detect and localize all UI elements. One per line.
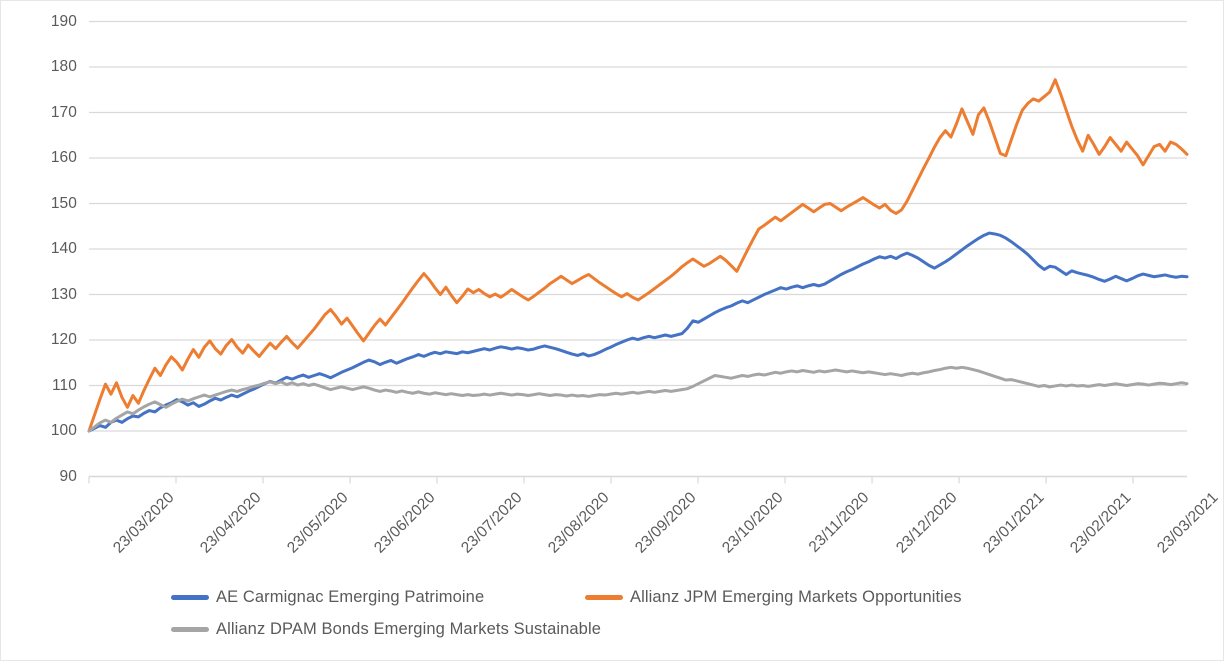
y-axis-tick-label: 190 bbox=[50, 12, 77, 30]
y-axis-tick-label: 170 bbox=[50, 103, 77, 121]
legend-label: AE Carmignac Emerging Patrimoine bbox=[216, 587, 485, 606]
legend-color-swatch bbox=[171, 626, 209, 632]
series-line-2 bbox=[87, 365, 1189, 433]
y-axis-tick-label: 150 bbox=[50, 194, 77, 212]
y-axis-tick-label: 130 bbox=[50, 285, 77, 303]
series-lines bbox=[87, 78, 1189, 433]
y-axis-tick-label: 160 bbox=[50, 149, 77, 166]
y-axis-tick-label: 120 bbox=[50, 331, 77, 348]
legend-label: Allianz DPAM Bonds Emerging Markets Sust… bbox=[216, 619, 601, 638]
legend-item-1[interactable]: Allianz JPM Emerging Markets Opportuniti… bbox=[571, 581, 1091, 613]
legend-label: Allianz JPM Emerging Markets Opportuniti… bbox=[630, 587, 962, 606]
y-axis-tick-label: 90 bbox=[59, 467, 77, 485]
y-axis-tick-label: 100 bbox=[50, 422, 77, 439]
legend-item-2[interactable]: Allianz DPAM Bonds Emerging Markets Sust… bbox=[89, 613, 1187, 645]
legend-color-swatch bbox=[171, 594, 209, 600]
y-axis-tick-label: 110 bbox=[51, 376, 77, 394]
x-axis-ticks bbox=[88, 476, 1134, 484]
chart-legend: AE Carmignac Emerging Patrimoine Allianz … bbox=[89, 581, 1187, 645]
gridlines bbox=[89, 20, 1187, 478]
series-line-0 bbox=[87, 231, 1189, 433]
legend-item-0[interactable]: AE Carmignac Emerging Patrimoine bbox=[89, 581, 571, 613]
y-axis-tick-label: 140 bbox=[50, 240, 77, 257]
series-line-1 bbox=[87, 78, 1189, 433]
y-axis-tick-label: 180 bbox=[50, 58, 77, 75]
legend-color-swatch bbox=[585, 594, 623, 600]
